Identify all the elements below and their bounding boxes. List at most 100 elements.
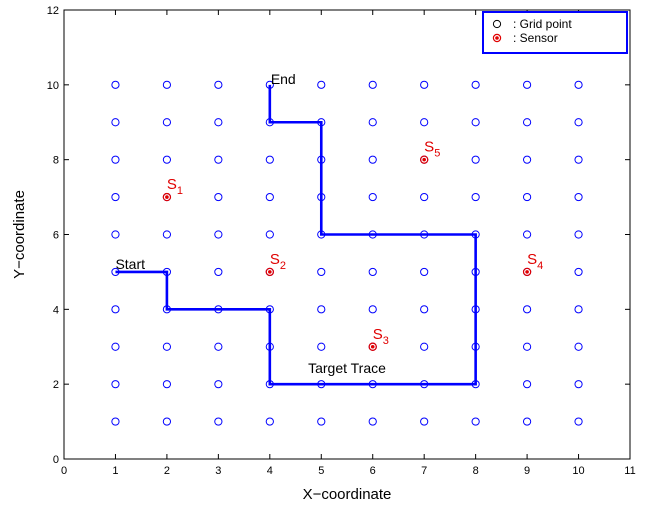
legend-sensor-marker bbox=[492, 33, 502, 43]
x-tick-label: 8 bbox=[473, 465, 479, 477]
grid-point bbox=[317, 342, 326, 351]
y-tick-label: 10 bbox=[47, 80, 59, 92]
x-tick-label: 10 bbox=[572, 465, 584, 477]
sensor-marker bbox=[265, 267, 275, 277]
grid-point bbox=[522, 342, 532, 351]
grid-point bbox=[162, 80, 172, 89]
grid-point bbox=[214, 380, 223, 389]
grid-point bbox=[368, 417, 377, 426]
grid-point bbox=[214, 342, 223, 351]
x-tick-label: 0 bbox=[61, 465, 67, 477]
x-axis-label: X−coordinate bbox=[303, 486, 392, 503]
y-axis-label: Y−coordinate bbox=[11, 190, 28, 279]
annotation-start: Start bbox=[115, 256, 145, 272]
grid-point bbox=[368, 192, 377, 202]
grid-point bbox=[214, 267, 223, 277]
annotation-end: End bbox=[271, 71, 296, 87]
grid-point bbox=[162, 380, 172, 389]
grid-point bbox=[111, 80, 120, 89]
grid-point bbox=[471, 417, 480, 426]
grid-point bbox=[162, 342, 172, 351]
sensor-label-2: S2 bbox=[270, 251, 286, 272]
grid-point bbox=[368, 305, 377, 314]
grid-point bbox=[574, 417, 583, 426]
grid-point bbox=[574, 342, 583, 351]
grid-point bbox=[111, 305, 120, 314]
sensor-label-5: S5 bbox=[424, 139, 440, 160]
legend-entry-label: : Grid point bbox=[513, 17, 572, 31]
grid-point bbox=[214, 192, 223, 202]
grid-point bbox=[522, 155, 532, 164]
sensor-marker-dot bbox=[422, 157, 426, 162]
grid-point bbox=[317, 267, 326, 277]
sensor-marker bbox=[419, 155, 429, 164]
grid-point bbox=[111, 118, 120, 127]
grid-point bbox=[420, 267, 429, 277]
sensor-marker-dot bbox=[370, 344, 375, 349]
x-tick-label: 6 bbox=[370, 465, 376, 477]
grid-point bbox=[368, 80, 377, 89]
grid-point bbox=[111, 380, 120, 389]
grid-point bbox=[214, 230, 223, 239]
grid-point bbox=[471, 192, 480, 202]
sensor-label-3: S3 bbox=[373, 326, 389, 347]
sensor-label-4: S4 bbox=[527, 251, 543, 272]
x-tick-label: 2 bbox=[164, 465, 170, 477]
grid-point bbox=[214, 118, 223, 127]
x-tick-label: 5 bbox=[318, 465, 324, 477]
grid-point bbox=[265, 192, 274, 202]
sensor-marker-dot bbox=[525, 270, 529, 274]
legend-sensor-marker-dot bbox=[495, 36, 499, 40]
grid-point bbox=[162, 230, 172, 239]
grid-point bbox=[522, 305, 532, 314]
x-tick-label: 9 bbox=[524, 465, 530, 477]
grid-point bbox=[214, 155, 223, 164]
legend-box bbox=[482, 11, 628, 54]
target-trace-line bbox=[115, 84, 477, 386]
grid-point bbox=[574, 80, 583, 89]
grid-point bbox=[111, 342, 120, 351]
grid-point bbox=[574, 267, 583, 277]
grid-point bbox=[317, 305, 326, 314]
grid-point bbox=[522, 192, 532, 202]
x-tick-label: 3 bbox=[215, 465, 221, 477]
grid-point bbox=[111, 155, 120, 164]
grid-point bbox=[522, 80, 532, 89]
grid-point bbox=[574, 305, 583, 314]
sensor-marker bbox=[522, 267, 532, 277]
x-tick-label: 4 bbox=[267, 465, 273, 477]
x-tick-label: 1 bbox=[112, 465, 118, 477]
grid-point bbox=[368, 118, 377, 127]
grid-point bbox=[111, 417, 120, 426]
sensor-label-1: S1 bbox=[167, 176, 183, 197]
grid-point bbox=[522, 380, 532, 389]
sensor-marker bbox=[162, 192, 172, 202]
grid-point bbox=[368, 267, 377, 277]
y-tick-label: 0 bbox=[53, 454, 59, 466]
grid-point bbox=[420, 80, 429, 89]
y-tick-label: 6 bbox=[53, 230, 59, 242]
grid-point bbox=[574, 155, 583, 164]
grid-point bbox=[111, 230, 120, 239]
x-tick-label: 11 bbox=[624, 465, 635, 477]
y-tick-label: 4 bbox=[53, 304, 59, 316]
grid-point bbox=[214, 417, 223, 426]
grid-point bbox=[471, 155, 480, 164]
grid-point bbox=[420, 118, 429, 127]
annotation-target-trace: Target Trace bbox=[308, 360, 386, 376]
grid-point bbox=[317, 417, 326, 426]
grid-point bbox=[574, 118, 583, 127]
grid-point bbox=[574, 230, 583, 239]
grid-point bbox=[111, 192, 120, 202]
sensor-marker-dot bbox=[165, 195, 169, 199]
legend-grid-point-marker bbox=[492, 19, 502, 29]
grid-point bbox=[574, 192, 583, 202]
grid-point bbox=[574, 380, 583, 389]
grid-point bbox=[522, 230, 532, 239]
grid-point bbox=[471, 118, 480, 127]
grid-point bbox=[265, 417, 274, 426]
y-tick-label: 12 bbox=[47, 5, 59, 17]
grid-point bbox=[265, 155, 274, 164]
grid-point bbox=[420, 342, 429, 351]
